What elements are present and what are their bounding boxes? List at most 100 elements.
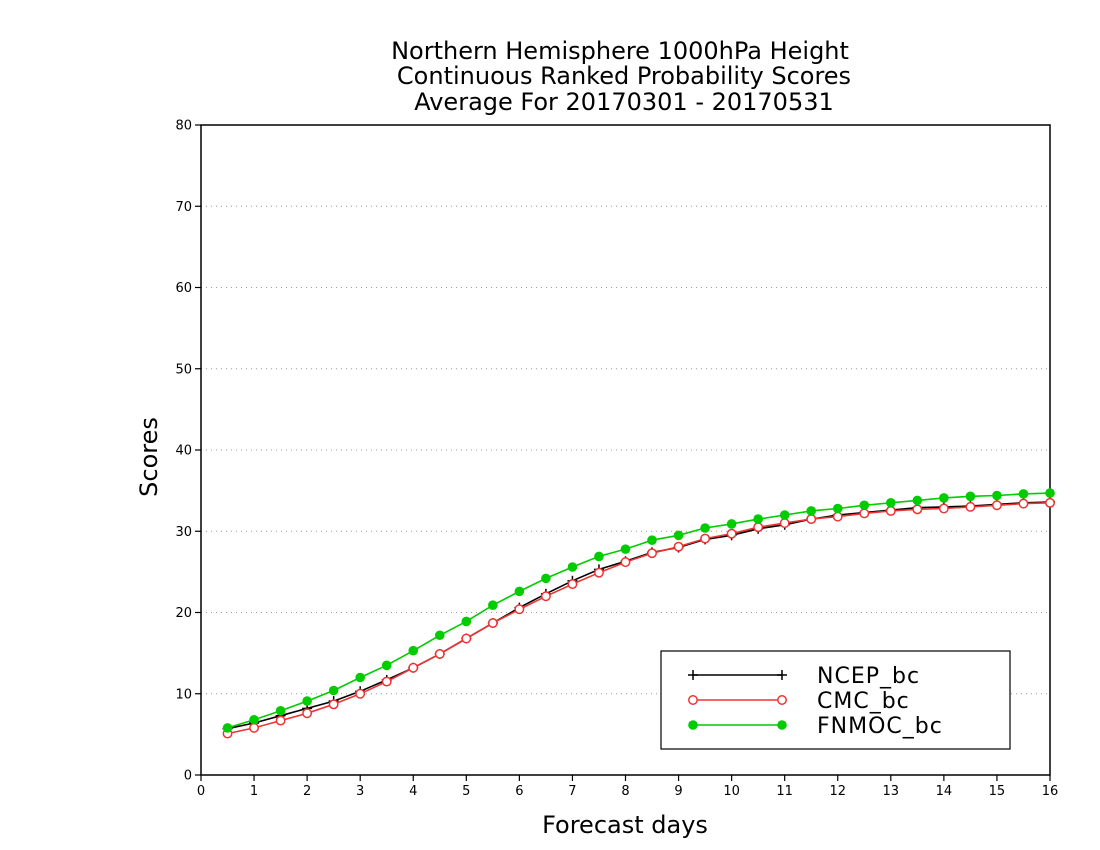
y-tick-label: 60 — [175, 281, 192, 296]
legend-marker-cmc-bc — [688, 695, 698, 705]
data-point-fnmoc-bc — [700, 523, 710, 533]
data-point-fnmoc-bc — [673, 530, 684, 541]
y-tick-label: 40 — [175, 444, 192, 459]
data-point-fnmoc-bc — [222, 723, 233, 733]
data-point-cmc-bc — [434, 648, 445, 659]
chart-title-line-1: Northern Hemisphere 1000hPa Height — [391, 37, 849, 65]
data-point-fnmoc-bc — [806, 506, 817, 516]
data-point-fnmoc-bc — [912, 495, 923, 506]
data-point-fnmoc-bc — [408, 645, 419, 656]
x-tick-label: 8 — [621, 784, 629, 799]
y-tick-label: 80 — [175, 119, 192, 134]
data-point-fnmoc-bc — [753, 514, 763, 524]
data-point-cmc-bc — [832, 511, 843, 522]
data-point-fnmoc-bc — [594, 551, 604, 562]
data-point-fnmoc-bc — [939, 493, 949, 503]
data-point-cmc-bc — [487, 618, 498, 629]
x-tick-label: 3 — [356, 784, 364, 799]
y-tick-label: 20 — [175, 606, 192, 621]
x-tick-label: 16 — [1042, 784, 1059, 799]
data-point-cmc-bc — [328, 699, 339, 710]
x-tick-label: 2 — [303, 784, 311, 799]
data-point-fnmoc-bc — [434, 630, 445, 641]
x-tick-label: 12 — [829, 784, 846, 799]
data-point-cmc-bc — [938, 503, 949, 514]
chart-title-line-3: Average For 20170301 - 20170531 — [414, 88, 834, 116]
data-point-cmc-bc — [700, 533, 711, 544]
data-point-cmc-bc — [991, 500, 1002, 511]
data-point-fnmoc-bc — [328, 685, 339, 696]
data-point-cmc-bc — [355, 688, 366, 699]
data-point-fnmoc-bc — [302, 696, 312, 706]
data-point-fnmoc-bc — [965, 491, 976, 502]
x-tick-label: 11 — [776, 784, 793, 799]
data-point-cmc-bc — [647, 548, 657, 559]
data-point-fnmoc-bc — [832, 503, 843, 514]
data-point-fnmoc-bc — [726, 519, 737, 529]
data-point-fnmoc-bc — [886, 498, 896, 508]
x-tick-label: 14 — [936, 784, 953, 799]
data-point-cmc-bc — [514, 604, 525, 615]
y-tick-label: 50 — [175, 362, 192, 377]
x-tick-label: 6 — [515, 784, 523, 799]
x-tick-label: 4 — [409, 784, 417, 799]
data-point-fnmoc-bc — [541, 573, 551, 584]
data-point-fnmoc-bc — [488, 600, 498, 610]
data-point-cmc-bc — [302, 708, 313, 719]
y-tick-label: 10 — [175, 687, 192, 702]
x-tick-label: 9 — [674, 784, 682, 799]
legend-entry-fnmoc-bc: FNMOC_bc — [688, 714, 942, 739]
data-point-fnmoc-bc — [355, 672, 365, 683]
series-fnmoc-bc — [222, 488, 1055, 733]
legend-marker-fnmoc-bc — [688, 720, 698, 730]
legend-marker-ncep-bc — [688, 670, 698, 680]
data-point-fnmoc-bc — [1045, 488, 1055, 498]
data-point-fnmoc-bc — [992, 490, 1002, 501]
y-tick-label: 30 — [175, 525, 192, 540]
data-point-cmc-bc — [912, 504, 923, 515]
data-point-cmc-bc — [249, 722, 260, 733]
x-tick-label: 5 — [462, 784, 470, 799]
data-point-cmc-bc — [540, 591, 551, 602]
data-point-cmc-bc — [620, 557, 631, 568]
legend-marker-ncep-bc — [777, 670, 787, 680]
legend-entry-ncep-bc: NCEP_bc — [688, 664, 920, 689]
x-tick-label: 0 — [197, 784, 205, 799]
data-point-fnmoc-bc — [249, 714, 259, 725]
legend-label-cmc-bc: CMC_bc — [817, 689, 910, 714]
data-point-cmc-bc — [806, 514, 817, 525]
series-cmc-bc — [222, 497, 1055, 739]
y-axis-label: Scores — [135, 417, 163, 497]
data-point-cmc-bc — [1018, 498, 1029, 509]
series-lines — [222, 488, 1055, 739]
data-point-fnmoc-bc — [461, 616, 472, 627]
data-point-fnmoc-bc — [567, 562, 578, 572]
legend-marker-fnmoc-bc — [777, 720, 787, 730]
data-point-cmc-bc — [726, 528, 737, 539]
grid-lines — [201, 205, 1050, 695]
data-point-cmc-bc — [1045, 497, 1055, 508]
data-point-cmc-bc — [673, 541, 684, 552]
legend-label-ncep-bc: NCEP_bc — [817, 664, 920, 689]
data-point-fnmoc-bc — [275, 706, 286, 716]
data-point-fnmoc-bc — [647, 535, 657, 545]
chart-title-line-2: Continuous Ranked Probability Scores — [397, 62, 851, 90]
data-point-cmc-bc — [408, 662, 419, 673]
x-tick-label: 15 — [989, 784, 1006, 799]
x-tick-label: 13 — [883, 784, 900, 799]
x-tick-label: 1 — [250, 784, 258, 799]
data-point-fnmoc-bc — [779, 510, 790, 520]
data-point-cmc-bc — [779, 518, 790, 529]
data-point-cmc-bc — [859, 508, 870, 519]
x-tick-label: 7 — [568, 784, 576, 799]
legend-marker-cmc-bc — [777, 695, 787, 705]
data-point-cmc-bc — [461, 633, 472, 644]
x-tick-label: 10 — [723, 784, 740, 799]
data-point-cmc-bc — [381, 676, 392, 687]
data-point-cmc-bc — [275, 715, 286, 726]
data-point-fnmoc-bc — [1018, 489, 1029, 499]
data-point-cmc-bc — [885, 505, 896, 516]
